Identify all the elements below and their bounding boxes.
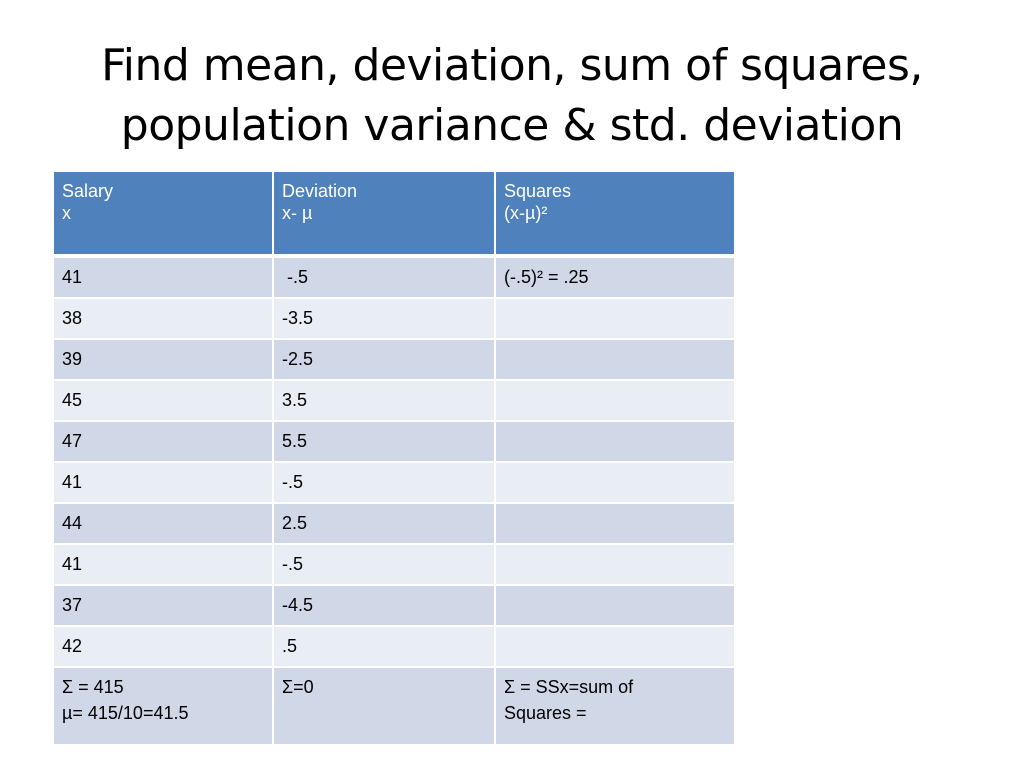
- table-row: 38 -3.5: [52, 297, 736, 340]
- cell-value: -3.5: [282, 308, 314, 328]
- deviation-cell: .5: [272, 625, 496, 668]
- column-header-salary: Salary x: [52, 170, 274, 258]
- salary-cell: 47: [52, 420, 274, 463]
- cell-value: -.5: [282, 267, 309, 287]
- salary-cell: 37: [52, 584, 274, 627]
- salary-cell: 41: [52, 255, 274, 299]
- deviation-cell: -.5: [272, 543, 496, 586]
- summary-row: Σ = 415 µ= 415/10=41.5 Σ=0 Σ = SSx=sum o…: [52, 666, 736, 746]
- cell-value: 38: [62, 308, 83, 328]
- cell-value: 47: [62, 431, 83, 451]
- squares-sum-line-2: Squares =: [504, 703, 587, 723]
- header-line: x- µ: [282, 203, 313, 223]
- table-row: 44 2.5: [52, 502, 736, 545]
- cell-value: -.5: [282, 554, 304, 574]
- header-line: Deviation: [282, 181, 358, 201]
- salary-sum: Σ = 415: [62, 677, 124, 697]
- mean-formula: µ= 415/10=41.5: [62, 703, 189, 723]
- title-line-1: Find mean, deviation, sum of squares,: [101, 40, 923, 91]
- title-line-2: population variance & std. deviation: [120, 100, 904, 151]
- column-header-deviation: Deviation x- µ: [272, 170, 496, 258]
- salary-sum-cell: Σ = 415 µ= 415/10=41.5: [52, 666, 274, 746]
- cell-value: 45: [62, 390, 83, 410]
- squares-cell: [494, 461, 736, 504]
- column-header-squares: Squares (x-µ)²: [494, 170, 736, 258]
- table-row: 45 3.5: [52, 379, 736, 422]
- cell-value: 41: [62, 267, 83, 287]
- deviation-cell: -4.5: [272, 584, 496, 627]
- cell-value: -2.5: [282, 349, 314, 369]
- cell-value: 2.5: [282, 513, 308, 533]
- header-line: x: [62, 203, 71, 223]
- page-title: Find mean, deviation, sum of squares, po…: [0, 36, 1024, 156]
- cell-value: (-.5)² = .25: [504, 267, 589, 287]
- table-row: 41 -.5: [52, 543, 736, 586]
- cell-value: 37: [62, 595, 83, 615]
- squares-cell: [494, 584, 736, 627]
- cell-value: -4.5: [282, 595, 314, 615]
- table-row: 41 -.5 (-.5)² = .25: [52, 255, 736, 299]
- salary-cell: 41: [52, 461, 274, 504]
- cell-value: 42: [62, 636, 83, 656]
- table-row: 47 5.5: [52, 420, 736, 463]
- deviation-cell: 5.5: [272, 420, 496, 463]
- cell-value: 41: [62, 472, 83, 492]
- deviation-cell: -.5: [272, 461, 496, 504]
- squares-cell: [494, 338, 736, 381]
- squares-cell: (-.5)² = .25: [494, 255, 736, 299]
- squares-cell: [494, 297, 736, 340]
- salary-cell: 42: [52, 625, 274, 668]
- salary-cell: 45: [52, 379, 274, 422]
- header-line: Squares: [504, 181, 572, 201]
- data-table: Salary x Deviation x- µ Squares (x-µ)² 4…: [52, 170, 736, 746]
- salary-cell: 44: [52, 502, 274, 545]
- cell-value: 5.5: [282, 431, 308, 451]
- squares-sum-line-1: Σ = SSx=sum of: [504, 677, 634, 697]
- header-line: Salary: [62, 181, 114, 201]
- salary-cell: 39: [52, 338, 274, 381]
- squares-cell: [494, 420, 736, 463]
- squares-cell: [494, 502, 736, 545]
- deviation-sum-cell: Σ=0: [272, 666, 496, 746]
- salary-cell: 41: [52, 543, 274, 586]
- cell-value: .5: [282, 636, 298, 656]
- cell-value: 39: [62, 349, 83, 369]
- table-row: 37 -4.5: [52, 584, 736, 627]
- cell-value: -.5: [282, 472, 304, 492]
- squares-cell: [494, 543, 736, 586]
- table-row: 42 .5: [52, 625, 736, 668]
- salary-cell: 38: [52, 297, 274, 340]
- deviation-cell: -2.5: [272, 338, 496, 381]
- deviation-sum: Σ=0: [282, 677, 314, 697]
- deviation-cell: 2.5: [272, 502, 496, 545]
- table-header-row: Salary x Deviation x- µ Squares (x-µ)²: [52, 170, 736, 258]
- cell-value: 41: [62, 554, 83, 574]
- deviation-cell: -3.5: [272, 297, 496, 340]
- squares-sum-cell: Σ = SSx=sum of Squares =: [494, 666, 736, 746]
- squares-cell: [494, 625, 736, 668]
- deviation-cell: 3.5: [272, 379, 496, 422]
- header-line: (x-µ)²: [504, 203, 548, 223]
- squares-cell: [494, 379, 736, 422]
- cell-value: 44: [62, 513, 83, 533]
- deviation-cell: -.5: [272, 255, 496, 299]
- table-row: 41 -.5: [52, 461, 736, 504]
- cell-value: 3.5: [282, 390, 308, 410]
- table-row: 39 -2.5: [52, 338, 736, 381]
